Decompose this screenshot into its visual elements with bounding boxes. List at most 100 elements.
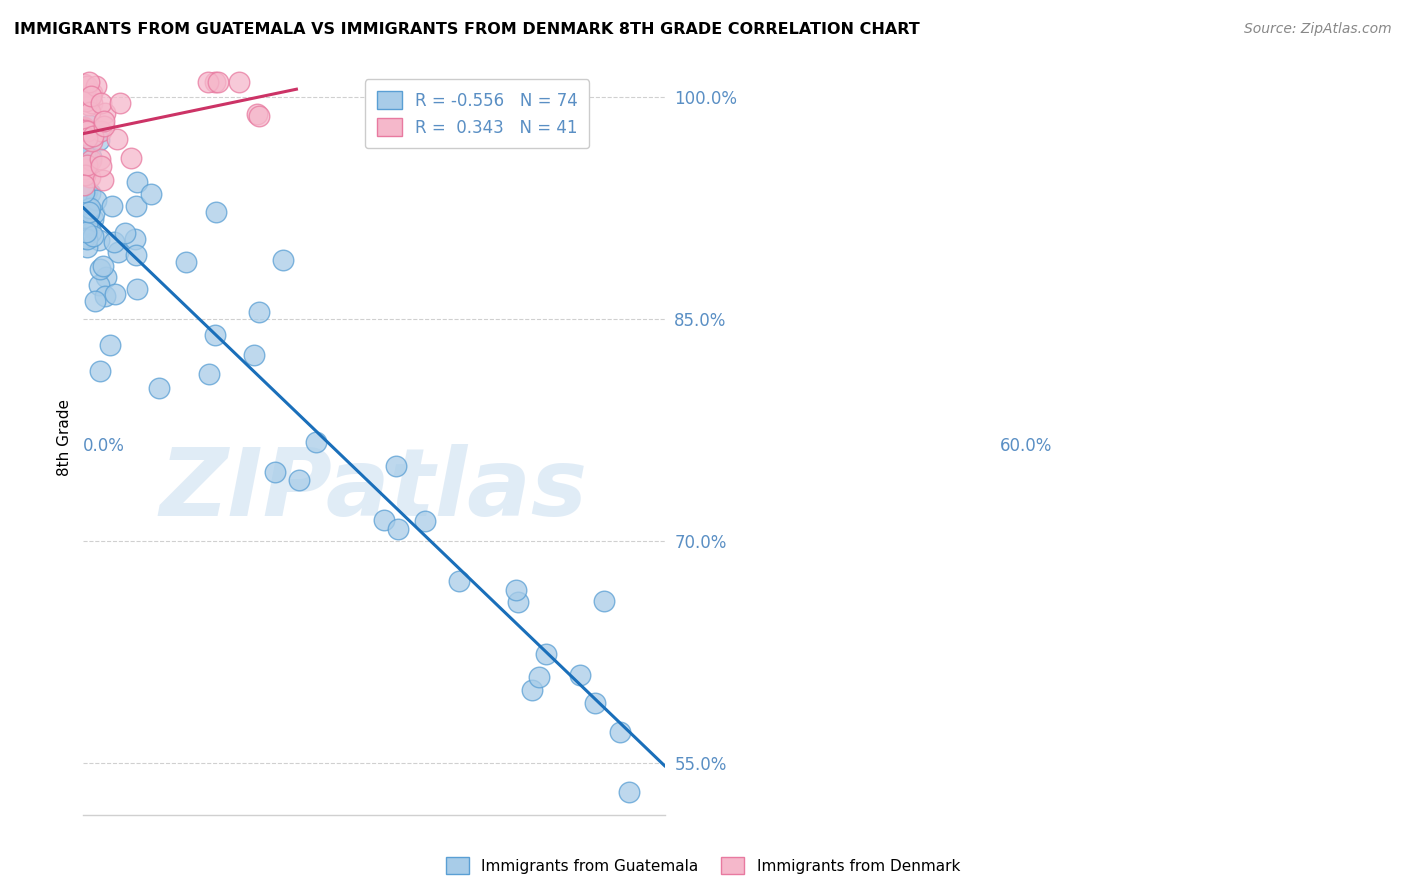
Point: [73, 78, 96, 92]
Point: [73, 150, 96, 164]
Point: [527, 670, 550, 684]
Point: [104, 287, 127, 301]
Point: [80, 86, 103, 100]
Y-axis label: 8th Grade: 8th Grade: [58, 399, 72, 475]
Point: [75, 225, 97, 239]
Point: [84, 193, 107, 207]
Point: [609, 724, 631, 739]
Point: [125, 282, 148, 296]
Point: [385, 458, 408, 473]
Point: [247, 109, 270, 123]
Point: [75, 185, 97, 199]
Point: [197, 75, 219, 89]
Text: IMMIGRANTS FROM GUATEMALA VS IMMIGRANTS FROM DENMARK 8TH GRADE CORRELATION CHART: IMMIGRANTS FROM GUATEMALA VS IMMIGRANTS …: [14, 22, 920, 37]
Point: [80, 134, 103, 148]
Point: [505, 583, 527, 598]
Point: [75, 94, 97, 108]
Point: [93, 119, 115, 133]
Point: [246, 107, 269, 121]
Point: [73, 228, 96, 243]
Point: [98, 338, 121, 352]
Point: [73, 92, 96, 106]
Point: [101, 199, 124, 213]
Point: [75, 148, 97, 162]
Point: [148, 381, 170, 395]
Point: [83, 205, 105, 219]
Point: [93, 113, 115, 128]
Point: [207, 75, 229, 89]
Point: [80, 225, 103, 239]
Point: [76, 158, 98, 172]
Point: [76, 124, 98, 138]
Point: [205, 205, 228, 219]
Point: [87, 132, 110, 146]
Point: [82, 96, 104, 111]
Point: [91, 173, 114, 187]
Point: [84, 294, 107, 309]
Point: [534, 647, 557, 661]
Point: [73, 156, 96, 170]
Point: [288, 474, 311, 488]
Point: [198, 367, 221, 381]
Point: [125, 248, 148, 262]
Point: [79, 105, 101, 120]
Point: [89, 233, 111, 247]
Point: [617, 785, 640, 799]
Point: [125, 176, 148, 190]
Point: [174, 255, 197, 269]
Point: [447, 574, 470, 589]
Point: [125, 199, 148, 213]
Point: [76, 148, 98, 162]
Text: 0.0%: 0.0%: [83, 437, 125, 455]
Point: [114, 226, 136, 240]
Point: [228, 75, 250, 89]
Point: [93, 106, 115, 120]
Point: [79, 119, 101, 133]
Point: [583, 696, 606, 710]
Point: [94, 288, 117, 302]
Point: [204, 328, 226, 343]
Point: [89, 152, 111, 166]
Point: [110, 95, 132, 110]
Point: [73, 185, 96, 199]
Point: [90, 95, 112, 110]
Point: [82, 212, 104, 227]
Point: [76, 240, 98, 254]
Point: [271, 253, 294, 268]
Point: [569, 668, 592, 682]
Point: [89, 278, 111, 293]
Point: [124, 232, 146, 246]
Point: [89, 364, 111, 378]
Point: [77, 75, 100, 89]
Point: [264, 465, 287, 479]
Point: [84, 127, 107, 141]
Point: [120, 151, 142, 165]
Point: [93, 260, 115, 274]
Point: [413, 514, 436, 528]
Legend: Immigrants from Guatemala, Immigrants from Denmark: Immigrants from Guatemala, Immigrants fr…: [440, 851, 966, 880]
Point: [76, 232, 98, 246]
Point: [80, 151, 103, 165]
Point: [373, 513, 395, 527]
Point: [387, 523, 409, 537]
Point: [75, 161, 97, 176]
Point: [79, 170, 101, 185]
Point: [77, 205, 100, 219]
Point: [103, 235, 125, 249]
Text: 60.0%: 60.0%: [1000, 437, 1052, 455]
Point: [75, 157, 97, 171]
Point: [107, 244, 129, 259]
Point: [592, 594, 614, 608]
Point: [73, 168, 96, 182]
Point: [82, 129, 104, 144]
Point: [80, 88, 103, 103]
Point: [89, 261, 111, 276]
Point: [96, 269, 118, 284]
Point: [80, 153, 103, 167]
Point: [76, 184, 98, 198]
Text: ZIPatlas: ZIPatlas: [160, 444, 588, 536]
Point: [76, 131, 98, 145]
Point: [506, 595, 529, 609]
Point: [75, 122, 97, 136]
Point: [82, 228, 104, 243]
